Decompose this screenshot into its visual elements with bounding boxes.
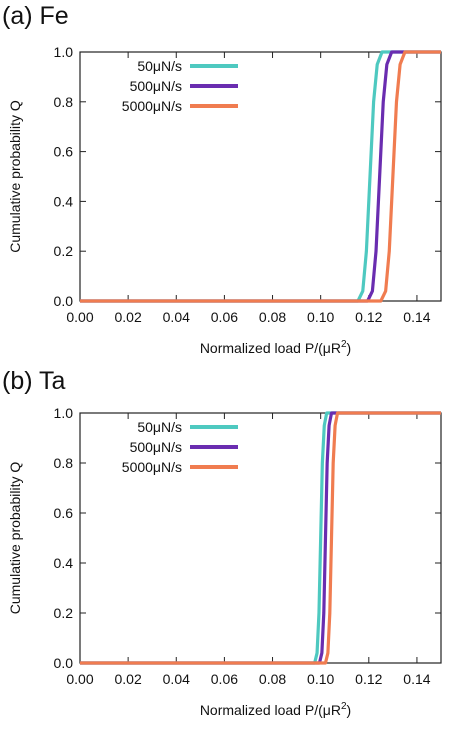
y-tick-label: 0.0 bbox=[54, 655, 74, 671]
x-tick-label: 0.12 bbox=[355, 671, 382, 687]
y-tick-label: 1.0 bbox=[54, 44, 74, 60]
series-line-2 bbox=[80, 50, 441, 303]
x-tick-label: 0.06 bbox=[211, 309, 238, 325]
series-line-0 bbox=[80, 50, 441, 303]
x-tick-label: 0.12 bbox=[355, 309, 382, 325]
panel-title-ta: (b) Ta bbox=[2, 367, 66, 395]
y-tick-label: 0.4 bbox=[54, 193, 74, 209]
legend-label-1: 500μN/s bbox=[130, 78, 182, 94]
x-tick-label: 0.00 bbox=[66, 309, 93, 325]
x-tick-label: 0.08 bbox=[259, 309, 286, 325]
x-tick-label: 0.02 bbox=[115, 309, 142, 325]
y-tick-label: 0.8 bbox=[54, 94, 74, 110]
series-line-1 bbox=[80, 411, 441, 665]
x-tick-label: 0.02 bbox=[115, 671, 142, 687]
y-axis-label: Cumulative probability Q bbox=[7, 100, 23, 253]
y-tick-label: 0.0 bbox=[54, 293, 74, 309]
chart-panel-1: 0.00 0.02 0.04 0.06 0.08 0.10 0.12 0.14 0.0 0.2 0.… bbox=[7, 405, 442, 718]
legend-label-0: 50μN/s bbox=[137, 419, 182, 435]
x-axis-label: Normalized load P/(μR2) bbox=[200, 701, 351, 718]
y-axis-label: Cumulative probability Q bbox=[7, 462, 23, 615]
y-tick-label: 0.2 bbox=[54, 243, 74, 259]
chart-panel-0: 0.00 0.02 0.04 0.06 0.08 0.10 0.12 0.14 0.0 0.2 0.… bbox=[7, 44, 442, 356]
x-tick-label: 0.14 bbox=[403, 309, 430, 325]
legend-label-2: 5000μN/s bbox=[122, 98, 182, 114]
y-tick-label: 0.8 bbox=[54, 455, 74, 471]
series-line-0 bbox=[80, 411, 441, 665]
x-tick-label: 0.00 bbox=[66, 671, 93, 687]
x-tick-label: 0.08 bbox=[259, 671, 286, 687]
x-tick-label: 0.10 bbox=[307, 309, 334, 325]
x-tick-label: 0.10 bbox=[307, 671, 334, 687]
legend-label-0: 50μN/s bbox=[137, 58, 182, 74]
series-line-1 bbox=[80, 50, 441, 303]
panel-title-fe: (a) Fe bbox=[2, 2, 69, 30]
x-tick-label: 0.04 bbox=[163, 671, 190, 687]
x-tick-label: 0.04 bbox=[163, 309, 190, 325]
x-axis-label: Normalized load P/(μR2) bbox=[200, 339, 351, 356]
legend-label-1: 500μN/s bbox=[130, 439, 182, 455]
y-tick-label: 0.4 bbox=[54, 555, 74, 571]
y-tick-label: 0.6 bbox=[54, 505, 74, 521]
x-tick-label: 0.14 bbox=[403, 671, 430, 687]
x-tick-label: 0.06 bbox=[211, 671, 238, 687]
y-tick-label: 1.0 bbox=[54, 405, 74, 421]
y-tick-label: 0.2 bbox=[54, 605, 74, 621]
legend-label-2: 5000μN/s bbox=[122, 459, 182, 475]
y-tick-label: 0.6 bbox=[54, 144, 74, 160]
series-line-2 bbox=[80, 411, 441, 665]
